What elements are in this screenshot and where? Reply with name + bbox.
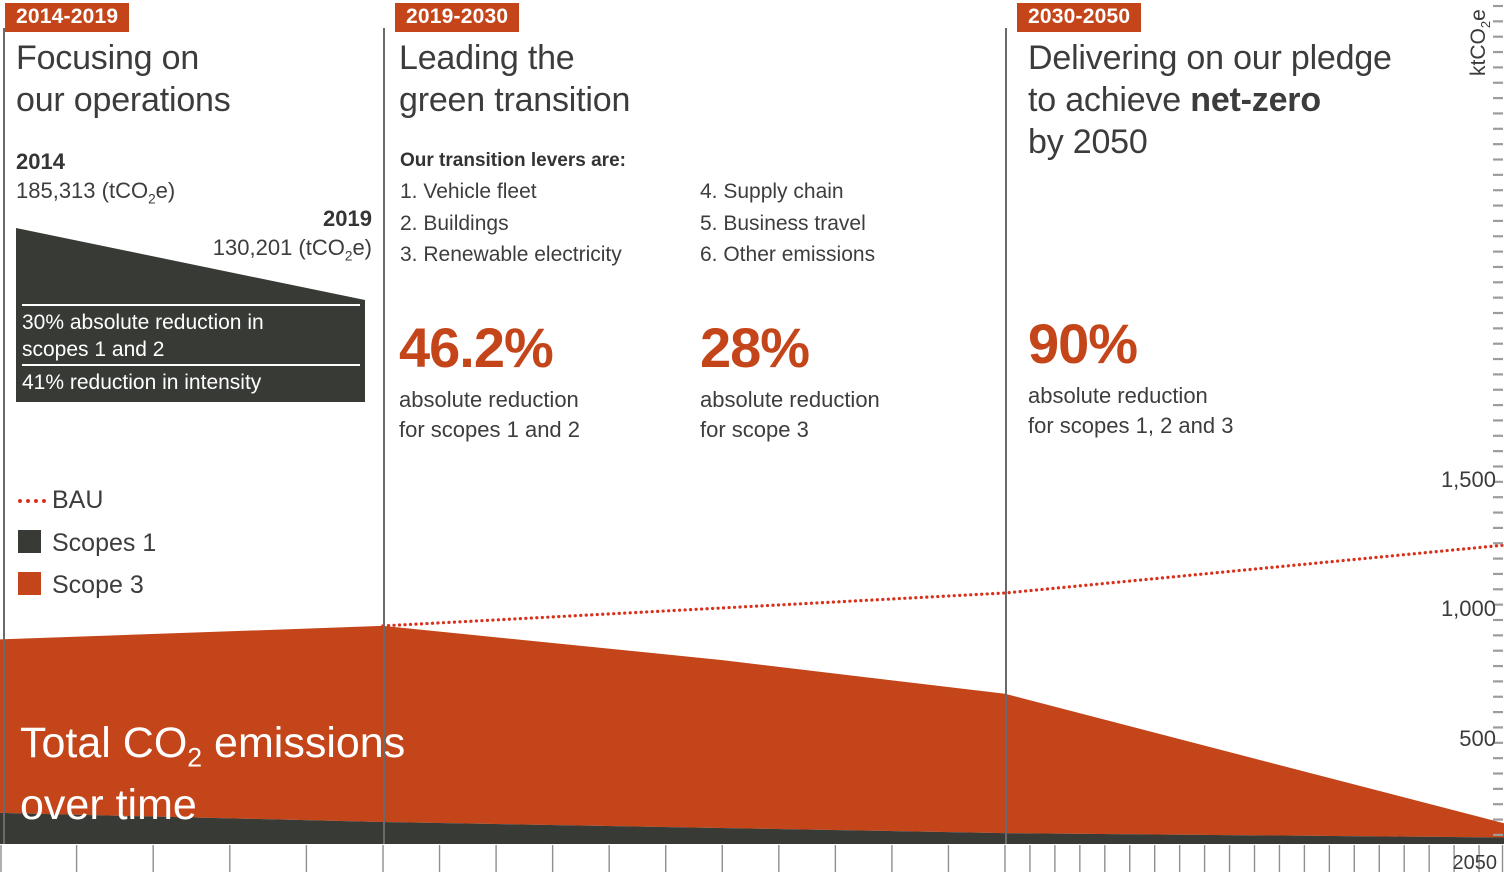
stat-2019: 2019 130,201 (tCO2e) <box>150 205 372 271</box>
levers-heading: Our transition levers are: <box>400 150 626 171</box>
panel2-title: Leading the green transition <box>399 37 630 121</box>
scopes1-area <box>0 812 1504 844</box>
y-tick-1500: 1,500 <box>1440 467 1496 492</box>
x-axis-end-label: 2050 <box>1452 852 1498 874</box>
chart-title-line2: over time <box>20 780 197 829</box>
x-axis-ticks <box>0 845 1504 872</box>
panel1-title-line2: our operations <box>16 81 231 119</box>
legend-label-bau: BAU <box>52 486 104 514</box>
stat-28-caption: absolute reduction for scope 3 <box>700 387 880 442</box>
panel2-title-line1: Leading the <box>399 39 575 77</box>
lever-item: 5. Business travel <box>700 211 866 235</box>
levers-list-left: 1. Vehicle fleet 2. Buildings 3. Renewab… <box>400 176 622 271</box>
legend-label-scopes1: Scopes 1 <box>52 529 157 557</box>
y-tick-1000: 1,000 <box>1440 596 1496 621</box>
y-axis-ruler-ticks <box>1493 4 1503 837</box>
scope3-area <box>0 625 1504 838</box>
stat-2019-year: 2019 <box>323 206 372 231</box>
chart-title-line1: Total CO2 emissions <box>20 719 406 773</box>
stat-46-2: 46.2% absolute reduction for scopes 1 and… <box>399 320 580 445</box>
legend-label-scope3: Scope 3 <box>52 571 144 599</box>
stat-2014-year: 2014 <box>16 149 65 174</box>
stat-2014: 2014 185,313 (tCO2e) <box>16 148 175 214</box>
stat-90-value: 90% <box>1028 312 1138 375</box>
lever-item: 6. Other emissions <box>700 243 876 266</box>
lever-item: 2. Buildings <box>400 211 509 235</box>
left-border-line <box>3 28 5 844</box>
bau-line-swatch <box>18 499 46 503</box>
stat-46-2-caption: absolute reduction for scopes 1 and 2 <box>399 387 581 442</box>
panel3-title-line3: by 2050 <box>1028 123 1148 161</box>
panel1-title-line1: Focusing on <box>16 39 200 77</box>
levers-list-right: 4. Supply chain 5. Business travel 6. Ot… <box>700 176 875 271</box>
net-zero-bold: net-zero <box>1190 81 1321 119</box>
y-axis-unit-label: ktCO2e <box>1467 9 1494 76</box>
stat-28-value: 28% <box>700 316 810 379</box>
stat-28: 28% absolute reduction for scope 3 <box>700 320 880 445</box>
scopes1-swatch <box>18 530 41 553</box>
panel2-title-line2: green transition <box>399 81 631 119</box>
stat-90: 90% absolute reduction for scopes 1, 2 an… <box>1028 316 1233 441</box>
stat-90-caption: absolute reduction for scopes 1, 2 and 3 <box>1028 383 1234 438</box>
panel3-title-line1: Delivering on our pledge <box>1028 39 1392 77</box>
panel-divider-2019 <box>383 28 385 844</box>
scope3-swatch <box>18 572 41 595</box>
wedge-text-30pct: 30% absolute reduction in scopes 1 and 2 <box>22 304 360 363</box>
wedge-text-41pct: 41% reduction in intensity <box>22 364 360 396</box>
stat-2014-value: 185,313 (tCO2e) <box>16 178 176 207</box>
panel3-title-line2: to achieve net-zero <box>1028 81 1321 119</box>
lever-item: 4. Supply chain <box>700 180 844 203</box>
panel1-title: Focusing on our operations <box>16 37 231 121</box>
panel-divider-2030 <box>1005 28 1007 844</box>
bau-line <box>381 543 1504 628</box>
stat-46-2-value: 46.2% <box>399 316 554 379</box>
lever-item: 3. Renewable electricity <box>400 243 622 266</box>
lever-item: 1. Vehicle fleet <box>400 180 537 203</box>
panel3-title: Delivering on our pledge to achieve net-… <box>1028 37 1392 163</box>
period-badge-2030-2050: 2030-2050 <box>1017 3 1142 32</box>
period-badge-2014-2019: 2014-2019 <box>5 3 130 32</box>
period-badge-2019-2030: 2019-2030 <box>395 3 520 32</box>
chart-title-overlay: Total CO2 emissions over time <box>20 720 405 829</box>
stat-2019-value: 130,201 (tCO2e) <box>212 235 372 264</box>
y-tick-500: 500 <box>1459 726 1496 751</box>
